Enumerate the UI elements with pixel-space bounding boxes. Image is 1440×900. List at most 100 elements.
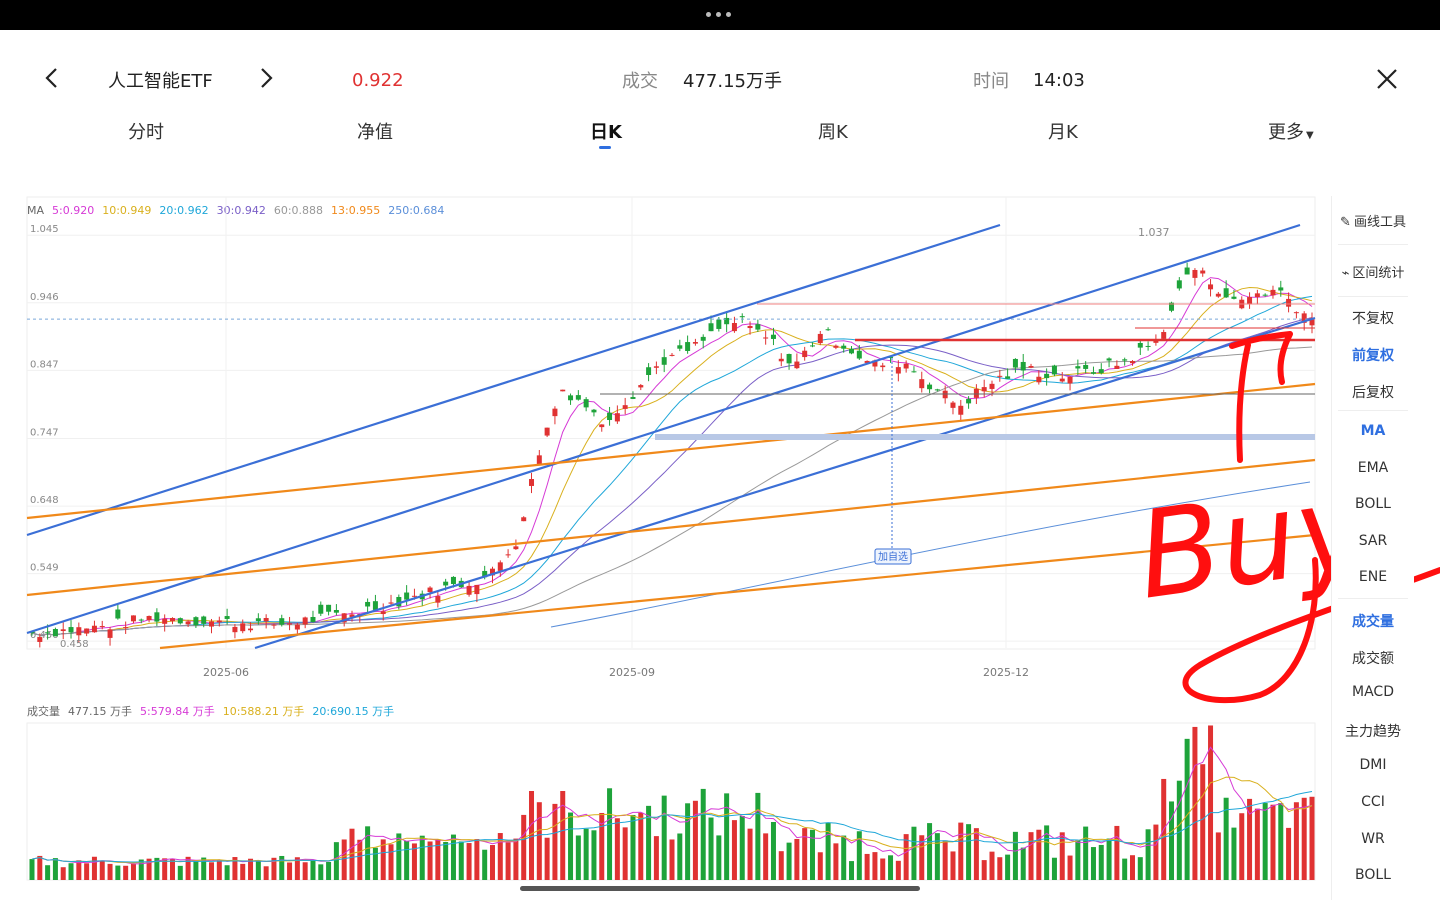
adjust-0[interactable]: 不复权 xyxy=(1332,308,1414,328)
candle xyxy=(1223,288,1229,298)
candle xyxy=(560,389,566,392)
volume-bar xyxy=(115,865,121,880)
candle xyxy=(536,455,542,465)
candle xyxy=(888,356,894,358)
volume-bar xyxy=(942,840,948,880)
sub-indicator-6[interactable]: WR xyxy=(1332,831,1414,847)
candle xyxy=(489,568,495,576)
volume-bar xyxy=(739,815,745,880)
candle xyxy=(1137,342,1143,348)
tab-nav[interactable]: 净值 xyxy=(357,122,393,143)
prev-stock-arrow-icon[interactable] xyxy=(38,64,66,92)
draw-tool-button[interactable]: ✎ 画线工具 xyxy=(1332,211,1414,230)
sub-indicator-1[interactable]: 成交额 xyxy=(1332,648,1414,668)
volume-bar xyxy=(255,860,261,880)
candle xyxy=(1044,373,1050,379)
volume-bar xyxy=(76,860,82,880)
x-tick-label: 2025-12 xyxy=(983,666,1029,679)
time-label: 时间 xyxy=(973,71,1009,92)
sub-indicator-1-label: 成交额 xyxy=(1352,650,1394,667)
sub-indicator-3-label: 主力趋势 xyxy=(1345,723,1401,740)
volume-bar xyxy=(224,865,230,880)
status-bar xyxy=(0,0,1440,30)
main-indicator-ma[interactable]: MA xyxy=(1332,423,1414,439)
volume-value: 477.15万手 xyxy=(683,71,782,92)
sub-indicator-2[interactable]: MACD xyxy=(1332,684,1414,700)
candle xyxy=(466,585,472,595)
volume-bar xyxy=(911,826,917,880)
main-indicator-ene[interactable]: ENE xyxy=(1332,569,1414,585)
sub-indicator-3[interactable]: 主力趋势 xyxy=(1332,721,1414,741)
candle xyxy=(248,628,254,631)
add-watch-label: 加自选 xyxy=(878,550,908,563)
volume-bar xyxy=(591,830,597,880)
main-indicator-sar[interactable]: SAR xyxy=(1332,533,1414,549)
candle xyxy=(966,399,972,404)
sub-indicator-0[interactable]: 成交量 xyxy=(1332,611,1414,631)
tab-weekly-k[interactable]: 周K xyxy=(818,122,848,143)
tab-intraday[interactable]: 分时 xyxy=(128,122,164,143)
candle xyxy=(45,632,51,634)
pen-icon: ✎ xyxy=(1340,215,1351,230)
candle xyxy=(482,570,488,578)
adjust-1[interactable]: 前复权 xyxy=(1332,345,1414,365)
volume-bar xyxy=(1169,801,1175,880)
y-tick-label: 0.847 xyxy=(30,359,59,370)
volume-bar xyxy=(497,833,503,880)
window-dots-icon[interactable] xyxy=(706,12,731,17)
candle xyxy=(60,629,66,632)
sub-indicator-5[interactable]: CCI xyxy=(1332,794,1414,810)
volume-bar xyxy=(201,857,207,880)
candle xyxy=(958,405,964,415)
volume-bar xyxy=(1270,804,1276,880)
ma-legend-item: 13:0.955 xyxy=(331,204,381,217)
candle xyxy=(661,357,667,365)
candle xyxy=(1254,293,1260,298)
volume-bar xyxy=(1200,764,1206,880)
candle xyxy=(52,628,58,637)
y-tick-label: 0.450 xyxy=(30,630,59,641)
y-tick-label: 0.648 xyxy=(30,495,59,506)
volume-bar xyxy=(240,863,246,880)
volume-bar xyxy=(287,862,293,880)
volume-bar xyxy=(825,822,831,880)
volume-bar xyxy=(1184,738,1190,880)
volume-bar xyxy=(193,861,199,880)
range-stat-button[interactable]: ⌁ 区间统计 xyxy=(1332,262,1414,281)
candle xyxy=(856,350,862,359)
sub-indicator-7[interactable]: BOLL xyxy=(1332,867,1414,883)
volume-bar xyxy=(1036,829,1042,880)
candle xyxy=(809,345,815,347)
candle xyxy=(435,596,441,603)
tab-daily-k[interactable]: 日K xyxy=(590,122,622,143)
volume-bar xyxy=(755,792,761,880)
tab-monthly-k[interactable]: 月K xyxy=(1048,122,1078,143)
candle xyxy=(411,595,417,597)
volume-bar xyxy=(60,867,66,880)
volume-bar xyxy=(895,860,901,880)
ma-legend-prefix: MA xyxy=(27,204,45,217)
candle xyxy=(443,581,449,586)
next-stock-arrow-icon[interactable] xyxy=(252,64,280,92)
tab-more[interactable]: 更多 ▼ xyxy=(1268,118,1314,144)
volume-bar xyxy=(333,842,339,880)
home-indicator[interactable] xyxy=(520,886,920,891)
candle xyxy=(653,366,659,368)
candle xyxy=(1200,270,1206,274)
main-plot-frame xyxy=(26,196,1316,650)
candle xyxy=(802,350,808,358)
main-indicator-boll[interactable]: BOLL xyxy=(1332,496,1414,512)
candle xyxy=(287,623,293,625)
sub-indicator-4[interactable]: DMI xyxy=(1332,757,1414,773)
volume-bar xyxy=(349,828,355,880)
volume-bar xyxy=(419,835,425,880)
volume-bar xyxy=(263,866,269,880)
adjust-2[interactable]: 后复权 xyxy=(1332,382,1414,402)
volume-bar xyxy=(357,839,363,880)
main-indicator-ema[interactable]: EMA xyxy=(1332,460,1414,476)
volume-bar xyxy=(1293,802,1299,880)
candle xyxy=(1106,358,1112,361)
candle xyxy=(1075,366,1081,369)
candle xyxy=(1278,287,1284,291)
close-icon[interactable] xyxy=(1372,64,1402,94)
